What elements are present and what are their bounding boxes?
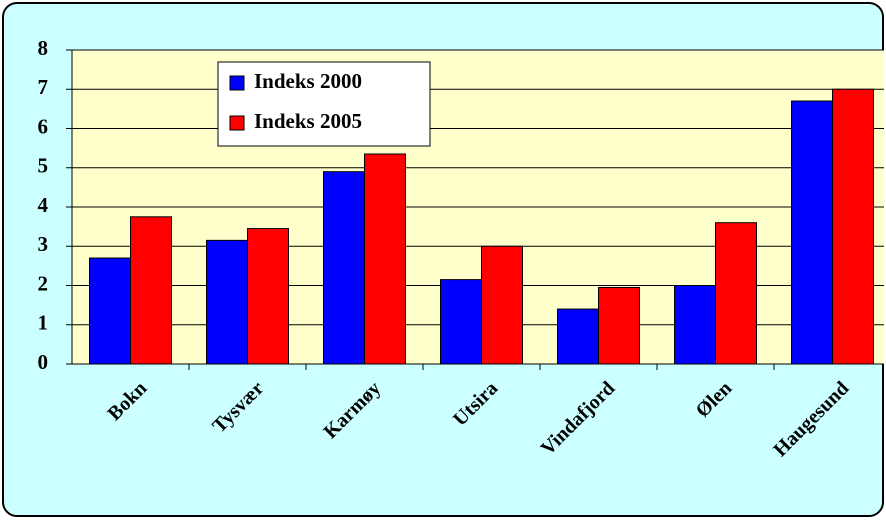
- bar: [130, 216, 172, 365]
- y-tick-label: 2: [38, 271, 49, 295]
- bar: [323, 171, 365, 365]
- bar: [557, 308, 599, 365]
- legend-label: Indeks 2000: [254, 69, 362, 93]
- bar: [481, 245, 523, 365]
- bar: [440, 279, 482, 365]
- bar: [674, 285, 716, 365]
- y-tick-label: 0: [38, 350, 49, 374]
- bar: [364, 153, 406, 365]
- bar: [247, 228, 289, 365]
- y-tick-label: 4: [38, 193, 49, 217]
- legend-label: Indeks 2005: [254, 109, 362, 133]
- y-tick-label: 1: [38, 311, 49, 335]
- y-tick-label: 7: [38, 75, 49, 99]
- y-tick-label: 6: [38, 114, 49, 138]
- y-tick-label: 5: [38, 154, 49, 178]
- legend-swatch: [229, 115, 245, 131]
- legend-box: [217, 61, 431, 147]
- bar: [715, 222, 757, 365]
- y-tick-label: 3: [38, 232, 49, 256]
- bar: [206, 239, 248, 365]
- bar: [598, 286, 640, 365]
- bar: [832, 88, 874, 365]
- y-tick-label: 8: [38, 36, 49, 60]
- legend-swatch: [229, 75, 245, 91]
- bar: [791, 100, 833, 365]
- bar: [89, 257, 131, 365]
